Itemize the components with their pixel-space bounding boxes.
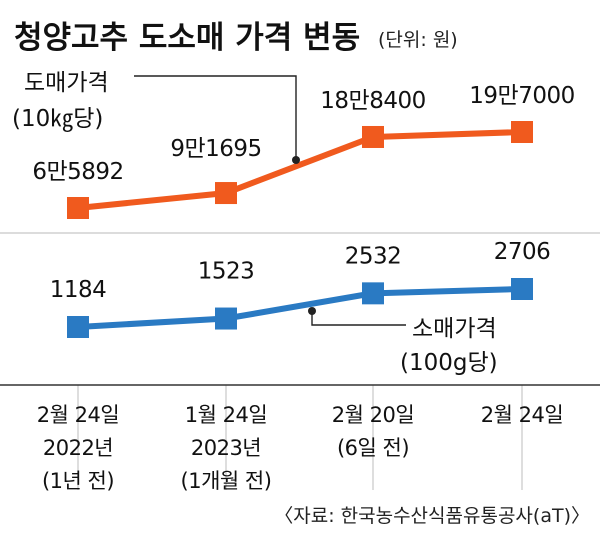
source-note: 〈자료: 한국농수산식품유통공사(aT)〉 xyxy=(274,505,590,527)
wholesale-series: 6만5892 9만1695 18만8400 19만7000 xyxy=(32,83,575,219)
unit-label: (단위: 원) xyxy=(378,29,458,51)
retail-legend: 소매가격 (100g당) xyxy=(308,307,498,376)
x-tick-label-1-0: 1월 24일 xyxy=(185,403,267,427)
wholesale-point-3 xyxy=(511,121,533,143)
x-tick-lines xyxy=(77,385,523,490)
x-tick-label-1-1: 2023년 xyxy=(191,436,261,460)
wholesale-leader-dot xyxy=(292,156,300,164)
retail-point-0 xyxy=(67,316,89,338)
x-tick-label-2-1: (6일 전) xyxy=(337,436,409,460)
retail-series: 1184 1523 2532 2706 xyxy=(50,239,551,338)
wholesale-point-2 xyxy=(362,125,384,148)
retail-value-label-3: 2706 xyxy=(494,239,551,265)
chart-title: 청양고추 도소매 가격 변동 xyxy=(14,20,360,56)
wholesale-leader-line xyxy=(134,75,297,160)
wholesale-label-line1: 도매가격 xyxy=(24,70,109,96)
x-tick-label-0-2: (1년 전) xyxy=(42,469,114,493)
retail-point-3 xyxy=(511,278,533,300)
wholesale-point-1 xyxy=(215,182,237,205)
retail-leader-dot xyxy=(308,307,316,315)
wholesale-value-label-1: 9만1695 xyxy=(170,136,261,162)
wholesale-line xyxy=(77,129,523,211)
retail-value-label-0: 1184 xyxy=(50,277,107,303)
retail-value-label-2: 2532 xyxy=(345,243,402,269)
wholesale-value-label-0: 6만5892 xyxy=(32,159,123,185)
wholesale-value-label-2: 18만8400 xyxy=(320,88,425,114)
retail-point-1 xyxy=(215,307,237,330)
retail-value-label-1: 1523 xyxy=(198,259,255,285)
x-tick-label-0-1: 2022년 xyxy=(43,436,113,460)
wholesale-point-0 xyxy=(67,197,89,219)
retail-leader-line xyxy=(311,311,406,326)
x-axis-labels: 2월 24일 2022년 (1년 전) 1월 24일 2023년 (1개월 전) 2월 20… xyxy=(37,403,564,493)
retail-line xyxy=(77,286,523,330)
retail-label-line1: 소매가격 xyxy=(412,316,497,342)
retail-label-line2: (100g당) xyxy=(400,350,498,376)
x-tick-label-3-0: 2월 24일 xyxy=(481,403,563,427)
retail-point-2 xyxy=(362,282,384,305)
x-tick-label-2-0: 2월 20일 xyxy=(332,403,414,427)
wholesale-label-line2: (10㎏당) xyxy=(12,106,103,133)
wholesale-value-label-3: 19만7000 xyxy=(469,83,574,109)
wholesale-legend: 도매가격 (10㎏당) xyxy=(12,70,300,164)
x-tick-label-0-0: 2월 24일 xyxy=(37,403,119,427)
x-tick-label-1-2: (1개월 전) xyxy=(181,469,272,493)
